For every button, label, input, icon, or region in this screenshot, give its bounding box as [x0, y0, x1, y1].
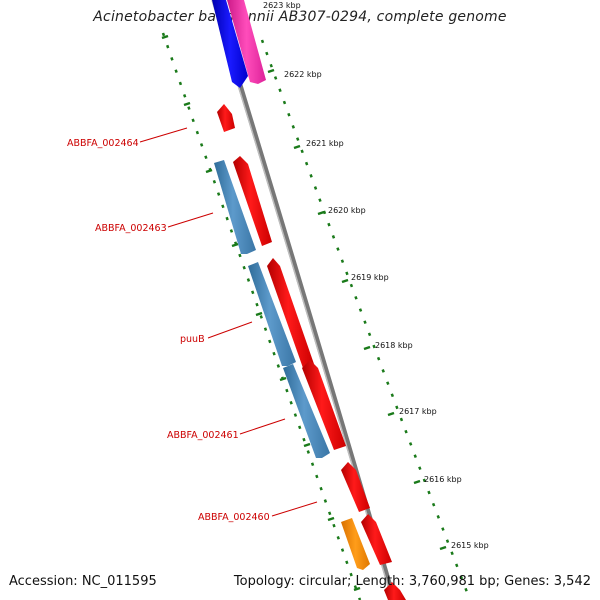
- gene-label-abbfa-002463[interactable]: ABBFA_002463: [95, 223, 167, 234]
- inner-tick-line: [161, 32, 362, 600]
- gene-label-abbfa-002460[interactable]: ABBFA_002460: [198, 512, 270, 523]
- genome-backbone: [211, 0, 397, 600]
- genome-summary-text: Topology: circular; Length: 3,760,981 bp…: [233, 574, 591, 589]
- kbp-label: 2619 kbp: [351, 273, 389, 282]
- gene-pink[interactable]: [227, 0, 266, 84]
- gene-orange[interactable]: [341, 518, 370, 570]
- gene-label-abbfa-002464[interactable]: ABBFA_002464: [67, 138, 139, 149]
- gene-reverse[interactable]: [248, 262, 296, 366]
- gene-forward[interactable]: [361, 514, 392, 565]
- inner-major-ticks: [161, 34, 361, 592]
- gene-label-abbfa-002461[interactable]: ABBFA_002461: [167, 430, 239, 441]
- gene-labels: ABBFA_002464 ABBFA_002463 puuB ABBFA_002…: [67, 138, 270, 523]
- gene-label-leaders: [139, 127, 318, 517]
- gene-forward[interactable]: [341, 462, 370, 512]
- kbp-label: 2616 kbp: [424, 475, 462, 484]
- gene-reverse[interactable]: [283, 364, 330, 458]
- gene-forward[interactable]: [267, 258, 314, 368]
- outer-tick-line: [260, 39, 472, 600]
- kbp-label: 2621 kbp: [306, 139, 344, 148]
- gene-label-puub[interactable]: puuB: [180, 334, 205, 345]
- kbp-ticks: [267, 68, 447, 551]
- gene-forward[interactable]: [217, 104, 235, 132]
- gene-forward[interactable]: [384, 582, 406, 600]
- kbp-label: 2623 kbp: [263, 1, 301, 10]
- kbp-label: 2620 kbp: [328, 206, 366, 215]
- genome-title: Acinetobacter baumannii AB307-0294, comp…: [93, 9, 507, 25]
- genome-backbone-highlight: [211, 0, 393, 600]
- kbp-labels: 2623 kbp 2622 kbp 2621 kbp 2620 kbp 2619…: [263, 1, 489, 550]
- kbp-label: 2618 kbp: [375, 341, 413, 350]
- accession-text: Accession: NC_011595: [9, 574, 157, 589]
- kbp-label: 2615 kbp: [451, 541, 489, 550]
- gene-forward[interactable]: [302, 360, 346, 450]
- kbp-label: 2622 kbp: [284, 70, 322, 79]
- gene-forward[interactable]: [233, 156, 272, 246]
- kbp-label: 2617 kbp: [399, 407, 437, 416]
- gene-reverse[interactable]: [214, 160, 256, 254]
- gene-blue[interactable]: [212, 0, 248, 88]
